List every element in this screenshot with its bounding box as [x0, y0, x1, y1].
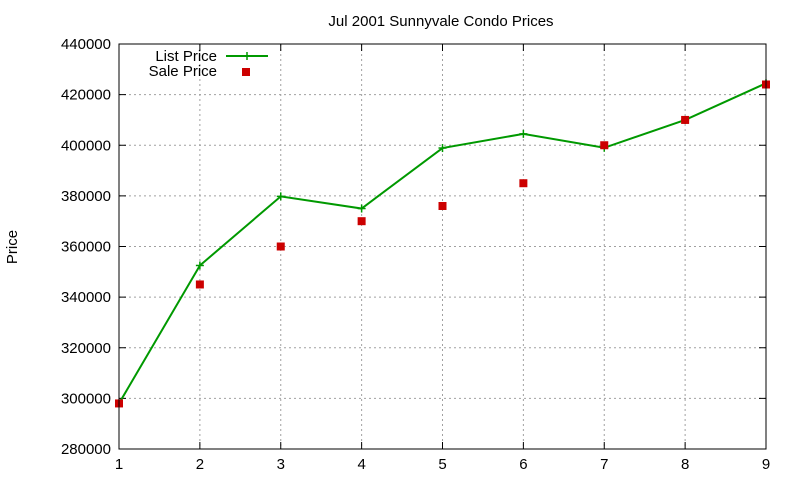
- sale-price-point: [276, 242, 285, 251]
- y-tick-label: 360000: [61, 239, 111, 256]
- list-price-point: [195, 261, 204, 270]
- y-tick-label: 280000: [61, 441, 111, 458]
- legend-label-list-price: List Price: [155, 48, 217, 65]
- x-tick-label: 2: [196, 456, 204, 473]
- legend-marker-sale-price: [242, 68, 250, 76]
- y-tick-label: 380000: [61, 188, 111, 205]
- sale-price-point: [600, 141, 609, 150]
- axis-ticks: 280000 300000 320000 340000 360000 380000 4000…: [61, 36, 770, 473]
- x-tick-label: 9: [762, 456, 770, 473]
- list-price-point: [276, 192, 285, 201]
- sale-price-point: [681, 115, 690, 124]
- sale-price-point: [195, 280, 204, 289]
- sale-price-point: [438, 202, 447, 210]
- y-axis-label: Price: [4, 230, 21, 264]
- x-tick-label: 1: [115, 456, 123, 473]
- plot-frame: [118, 43, 767, 450]
- y-tick-label: 440000: [61, 36, 111, 53]
- legend-marker-list-price: [243, 52, 251, 60]
- chart-title: Jul 2001 Sunnyvale Condo Prices: [328, 13, 553, 30]
- sale-price-point: [357, 217, 366, 226]
- series-list-price: [115, 79, 770, 408]
- sale-price-point: [519, 179, 528, 188]
- list-price-point: [519, 129, 528, 138]
- list-price-point: [357, 204, 366, 213]
- x-tick-label: 5: [438, 456, 446, 473]
- y-tick-label: 320000: [61, 340, 111, 357]
- y-tick-label: 420000: [61, 87, 111, 104]
- series-area: [115, 79, 770, 408]
- x-tick-label: 4: [357, 456, 365, 473]
- x-tick-label: 7: [600, 456, 608, 473]
- x-tick-label: 8: [681, 456, 689, 473]
- grid: [119, 44, 766, 449]
- y-tick-label: 340000: [61, 289, 111, 306]
- y-tick-label: 300000: [61, 390, 111, 407]
- list-price-point: [438, 144, 447, 153]
- x-tick-label: 6: [519, 456, 527, 473]
- legend-label-sale-price: Sale Price: [149, 63, 217, 80]
- y-tick-label: 400000: [61, 137, 111, 154]
- x-tick-label: 3: [277, 456, 285, 473]
